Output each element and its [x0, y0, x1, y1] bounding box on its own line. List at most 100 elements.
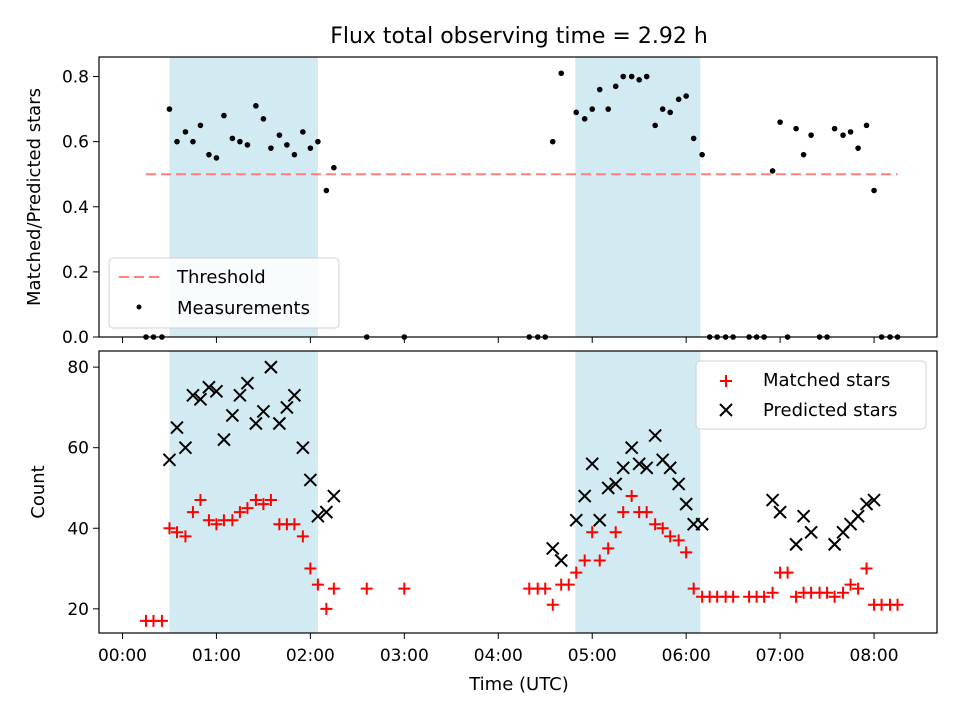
- matched-star-marker: [202, 514, 215, 527]
- predicted-star-marker: [648, 428, 662, 443]
- matched-star-marker: [656, 522, 669, 535]
- matched-star-marker: [155, 614, 168, 627]
- measurement-point: [253, 103, 259, 109]
- count-panel: 20 40 60 80 00:00 01:00 02:00 03:00 04:00 05:00 06…: [28, 350, 938, 695]
- measurement-point: [863, 122, 870, 129]
- y-tick-label: 0.8: [62, 68, 89, 88]
- predicted-star-marker: [679, 497, 693, 511]
- ratio-panel: 0.00.20.40.60.8 Matched/Predicted stars …: [24, 56, 938, 348]
- x-tick-label: 04:00: [474, 646, 523, 666]
- bottom-axes-frame: [98, 350, 938, 634]
- measurement-point: [628, 73, 635, 80]
- matched-star-marker: [852, 582, 865, 595]
- predicted-star-marker: [827, 537, 842, 552]
- predicted-star-marker: [319, 505, 334, 519]
- x-tick-label: 00:00: [98, 646, 147, 666]
- predicted-star-marker: [765, 493, 780, 507]
- matched-star-marker: [593, 554, 606, 567]
- matched-star-marker: [539, 582, 552, 595]
- predicted-star-marker: [554, 553, 568, 568]
- measurement-point: [620, 73, 627, 80]
- measurement-point: [323, 187, 330, 194]
- legend-predicted-label: Predicted stars: [763, 400, 897, 421]
- predicted-star-marker: [569, 513, 583, 527]
- predicted-star-marker: [546, 541, 560, 556]
- matched-star-marker: [578, 554, 591, 567]
- chart-title: Flux total observing time = 2.92 h: [330, 24, 708, 49]
- measurement-point: [690, 135, 697, 142]
- matched-star-marker: [640, 506, 653, 519]
- y-tick-label: 20: [67, 600, 89, 620]
- predicted-star-marker: [632, 457, 646, 471]
- matched-star-marker: [296, 530, 309, 543]
- measurement-point: [197, 122, 204, 129]
- matched-star-marker: [233, 506, 246, 519]
- predicted-star-marker: [287, 388, 302, 403]
- predicted-star-marker: [585, 457, 599, 471]
- legend-predicted-swatch: [719, 403, 733, 417]
- predicted-star-marker: [303, 473, 318, 487]
- measurement-point: [596, 86, 603, 93]
- measurement-point: [683, 93, 689, 99]
- measurement-point: [229, 135, 236, 142]
- predicted-star-marker: [663, 461, 677, 475]
- predicted-star-marker: [311, 509, 325, 523]
- predicted-star-marker: [272, 416, 287, 431]
- measurement-point: [831, 125, 838, 132]
- y-tick-label: 0.4: [62, 198, 89, 218]
- predicted-star-marker: [867, 493, 881, 507]
- measurement-point: [221, 112, 227, 119]
- measurement-point: [699, 151, 705, 158]
- measurement-point: [589, 106, 596, 112]
- predicted-star-marker: [789, 537, 803, 552]
- predicted-star-marker: [280, 400, 294, 415]
- matched-star-marker: [844, 578, 857, 591]
- predicted-star-marker: [233, 388, 247, 403]
- predicted-star-marker: [202, 380, 216, 394]
- x-tick-label: 02:00: [286, 646, 335, 666]
- measurement-point: [549, 138, 556, 145]
- measurement-point: [558, 70, 565, 77]
- predicted-star-marker: [264, 360, 278, 374]
- matched-star-marker: [758, 590, 771, 603]
- matched-star-marker: [766, 586, 779, 599]
- legend-threshold-label: Threshold: [176, 267, 266, 288]
- matched-star-marker: [170, 526, 183, 539]
- predicted-star-marker: [796, 509, 811, 523]
- matched-star-marker: [781, 566, 794, 579]
- x-axis-label: Time (UTC): [468, 674, 569, 695]
- shaded-region: [575, 57, 701, 337]
- matched-star-marker: [288, 518, 301, 531]
- bottom-y-axis-label: Count: [28, 465, 49, 518]
- matched-star-marker: [672, 534, 685, 547]
- matched-star-marker: [186, 506, 199, 519]
- measurement-point: [307, 145, 314, 151]
- matched-star-marker: [891, 598, 904, 611]
- count-marks: [139, 360, 904, 627]
- measurement-point: [213, 155, 220, 161]
- legend-measurements-label: Measurements: [177, 298, 310, 319]
- matched-star-marker: [398, 582, 411, 595]
- predicted-star-marker: [608, 477, 623, 491]
- legend-measurements-swatch: [136, 304, 142, 310]
- matched-star-marker: [241, 502, 254, 515]
- measurement-point: [793, 125, 799, 132]
- measurement-point: [605, 106, 611, 112]
- y-tick-label: 0.0: [62, 328, 89, 348]
- matched-star-marker: [860, 562, 873, 575]
- y-tick-label: 0.2: [62, 263, 89, 283]
- measurement-point: [315, 138, 321, 145]
- matched-star-marker: [609, 526, 622, 539]
- predicted-star-marker: [249, 416, 263, 431]
- matched-star-marker: [570, 566, 583, 579]
- predicted-star-marker: [851, 509, 865, 523]
- predicted-star-marker: [296, 440, 310, 455]
- matched-star-marker: [687, 582, 700, 595]
- predicted-star-marker: [327, 489, 341, 503]
- shaded-region: [575, 351, 701, 633]
- matched-star-marker: [602, 542, 615, 555]
- matched-star-marker: [680, 546, 693, 559]
- measurement-point: [244, 142, 251, 148]
- matched-star-marker: [257, 498, 270, 511]
